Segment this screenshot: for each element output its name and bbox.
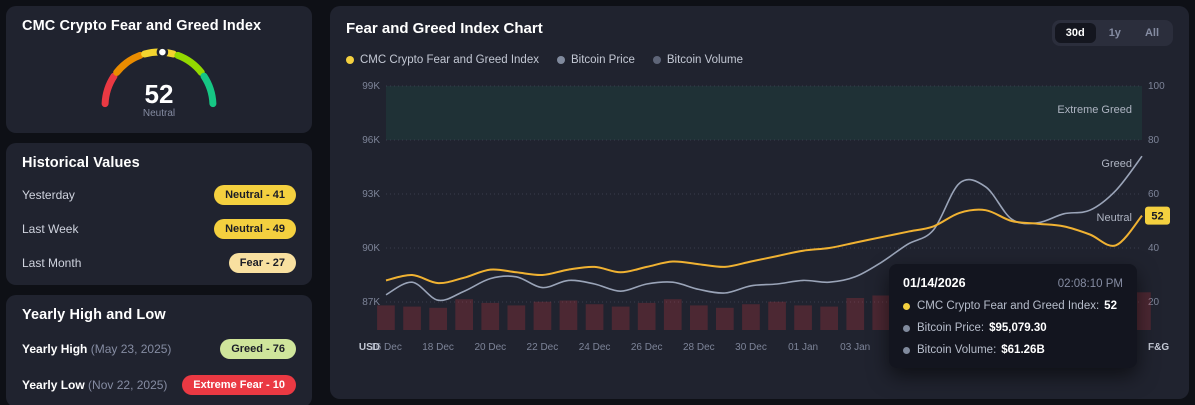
- legend-item-bitcoin-volume[interactable]: Bitcoin Volume: [652, 54, 743, 66]
- legend-dot-icon: [556, 56, 565, 64]
- fear-greed-gauge-card: CMC Crypto Fear and Greed Index 52 Neutr…: [6, 6, 312, 133]
- gauge-card-title: CMC Crypto Fear and Greed Index: [22, 18, 262, 34]
- tooltip-row-index: CMC Crypto Fear and Greed Index: 52: [903, 300, 1123, 312]
- chart-header: Fear and Greed Index Chart 30d 1y All: [346, 20, 1173, 46]
- svg-text:30 Dec: 30 Dec: [735, 342, 767, 353]
- yearly-low-row: Yearly Low (Nov 22, 2025) Extreme Fear -…: [22, 375, 296, 395]
- svg-text:Greed: Greed: [1101, 158, 1132, 170]
- range-button-all[interactable]: All: [1134, 23, 1170, 43]
- tooltip-row-price: Bitcoin Price: $95,079.30: [903, 322, 1123, 334]
- legend-dot-icon: [652, 56, 661, 64]
- svg-text:20 Dec: 20 Dec: [474, 342, 506, 353]
- chart-area: 99K 100 96K 80 93K 60 90K 40 87K 20 Extreme Greed G…: [346, 72, 1173, 389]
- tooltip-label: CMC Crypto Fear and Greed Index:: [917, 300, 1100, 312]
- range-button-1y[interactable]: 1y: [1098, 23, 1132, 43]
- tooltip-label: Bitcoin Volume:: [917, 344, 997, 356]
- svg-text:99K: 99K: [362, 81, 380, 92]
- fear-greed-gauge: 52 Neutral: [64, 36, 254, 121]
- yearly-row-label: Yearly Low (Nov 22, 2025): [22, 378, 167, 392]
- historical-values-title: Historical Values: [22, 155, 140, 171]
- svg-text:Extreme Greed: Extreme Greed: [1057, 104, 1132, 116]
- svg-text:20: 20: [1148, 297, 1160, 308]
- svg-text:18 Dec: 18 Dec: [422, 342, 454, 353]
- tooltip-time: 02:08:10 PM: [1057, 278, 1123, 290]
- svg-text:93K: 93K: [362, 189, 380, 200]
- svg-text:F&G: F&G: [1148, 342, 1169, 353]
- svg-text:22 Dec: 22 Dec: [527, 342, 559, 353]
- chart-tooltip: 01/14/2026 02:08:10 PM CMC Crypto Fear a…: [889, 264, 1137, 368]
- tooltip-value: $95,079.30: [989, 322, 1047, 334]
- tooltip-dot-icon: [903, 324, 910, 332]
- legend-item-fear-greed[interactable]: CMC Crypto Fear and Greed Index: [346, 54, 539, 66]
- chart-panel: Fear and Greed Index Chart 30d 1y All CM…: [330, 6, 1189, 399]
- legend-dot-icon: [346, 56, 354, 64]
- svg-text:80: 80: [1148, 135, 1160, 146]
- historical-row-yesterday: Yesterday Neutral - 41: [22, 185, 296, 205]
- svg-text:Neutral: Neutral: [1097, 212, 1132, 224]
- historical-values-card: Historical Values Yesterday Neutral - 41…: [6, 143, 312, 285]
- svg-text:USD: USD: [359, 342, 380, 353]
- tooltip-label: Bitcoin Price:: [917, 322, 985, 334]
- svg-text:60: 60: [1148, 189, 1160, 200]
- svg-text:96K: 96K: [362, 135, 380, 146]
- range-button-30d[interactable]: 30d: [1054, 23, 1096, 43]
- status-badge: Greed - 76: [220, 339, 296, 359]
- legend-item-bitcoin-price[interactable]: Bitcoin Price: [556, 54, 635, 66]
- status-badge: Neutral - 49: [214, 219, 296, 239]
- tooltip-value: $61.26B: [1001, 344, 1045, 356]
- historical-row-label: Last Month: [22, 256, 82, 270]
- tooltip-value: 52: [1104, 300, 1117, 312]
- svg-text:87K: 87K: [362, 297, 380, 308]
- gauge-arc-icon: [101, 46, 217, 108]
- svg-text:16 Dec: 16 Dec: [370, 342, 402, 353]
- yearly-row-date: (May 23, 2025): [90, 342, 172, 356]
- status-badge: Neutral - 41: [214, 185, 296, 205]
- historical-row-last-week: Last Week Neutral - 49: [22, 219, 296, 239]
- tooltip-dot-icon: [903, 346, 910, 354]
- status-badge: Fear - 27: [228, 253, 296, 273]
- svg-text:100: 100: [1148, 81, 1165, 92]
- svg-text:26 Dec: 26 Dec: [631, 342, 663, 353]
- svg-text:03 Jan: 03 Jan: [840, 342, 870, 353]
- tooltip-header: 01/14/2026 02:08:10 PM: [903, 276, 1123, 290]
- historical-row-label: Last Week: [22, 222, 79, 236]
- svg-text:01 Jan: 01 Jan: [788, 342, 818, 353]
- yearly-high-low-title: Yearly High and Low: [22, 307, 166, 323]
- historical-row-last-month: Last Month Fear - 27: [22, 253, 296, 273]
- chart-title: Fear and Greed Index Chart: [346, 20, 543, 37]
- yearly-row-label: Yearly High (May 23, 2025): [22, 342, 171, 356]
- tooltip-dot-icon: [903, 302, 910, 310]
- status-badge: Extreme Fear - 10: [182, 375, 296, 395]
- tooltip-row-volume: Bitcoin Volume: $61.26B: [903, 344, 1123, 356]
- yearly-row-date: (Nov 22, 2025): [88, 378, 168, 392]
- historical-row-label: Yesterday: [22, 188, 75, 202]
- svg-text:28 Dec: 28 Dec: [683, 342, 715, 353]
- yearly-high-row: Yearly High (May 23, 2025) Greed - 76: [22, 339, 296, 359]
- legend-label: Bitcoin Volume: [666, 54, 743, 66]
- tooltip-date: 01/14/2026: [903, 276, 966, 290]
- range-selector: 30d 1y All: [1051, 20, 1173, 46]
- chart-legend: CMC Crypto Fear and Greed Index Bitcoin …: [346, 54, 1173, 66]
- svg-text:90K: 90K: [362, 243, 380, 254]
- yearly-row-label-main: Yearly High: [22, 342, 88, 356]
- legend-label: CMC Crypto Fear and Greed Index: [360, 54, 539, 66]
- svg-text:52: 52: [1151, 211, 1163, 223]
- sidebar: CMC Crypto Fear and Greed Index 52 Neutr…: [6, 6, 312, 405]
- svg-text:24 Dec: 24 Dec: [579, 342, 611, 353]
- svg-text:40: 40: [1148, 243, 1160, 254]
- legend-label: Bitcoin Price: [570, 54, 635, 66]
- yearly-row-label-main: Yearly Low: [22, 378, 85, 392]
- yearly-high-low-card: Yearly High and Low Yearly High (May 23,…: [6, 295, 312, 405]
